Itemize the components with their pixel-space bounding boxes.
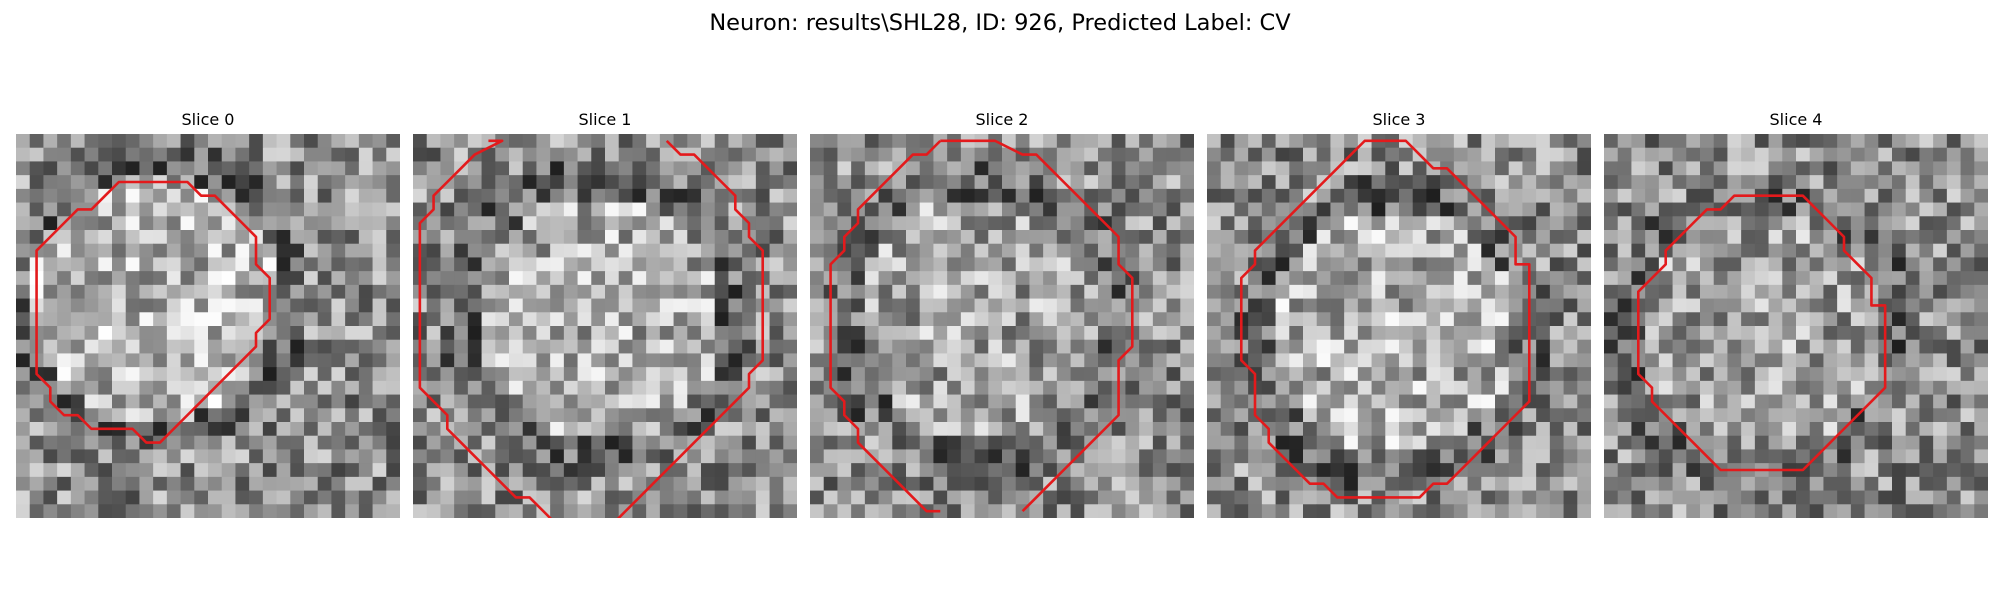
slice-title: Slice 3: [1372, 110, 1426, 129]
slice-image: [16, 134, 400, 518]
cell-contour: [35, 180, 272, 444]
slice-image: [810, 134, 1194, 518]
cell-contour-left: [940, 139, 1134, 513]
cell-contour-right: [829, 139, 942, 513]
cell-contour: [1636, 194, 1887, 472]
cell-contour-left: [418, 139, 552, 518]
slice-image: [413, 134, 797, 518]
slice-title: Slice 4: [1769, 110, 1823, 129]
cell-contour-right: [616, 139, 765, 518]
figure-title: Neuron: results\SHL28, ID: 926, Predicte…: [709, 10, 1291, 36]
slice-title: Slice 2: [975, 110, 1029, 129]
slice-title: Slice 0: [181, 110, 235, 129]
slice-image: [1604, 134, 1988, 518]
cell-contour: [1239, 139, 1531, 499]
slice-image: [1207, 134, 1591, 518]
slice-title: Slice 1: [578, 110, 632, 129]
